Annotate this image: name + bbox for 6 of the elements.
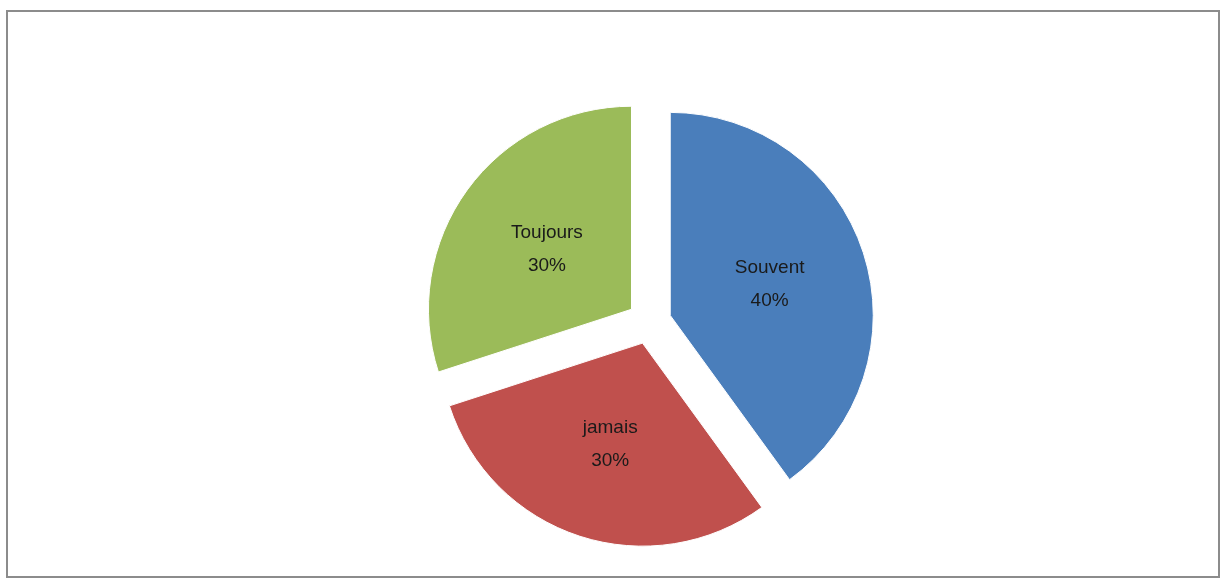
- data-label: 40%: [750, 289, 789, 311]
- slice-label: jamais: [581, 415, 638, 437]
- slice-label: Toujours: [511, 220, 583, 242]
- data-label: 30%: [527, 253, 567, 275]
- data-label: 30%: [591, 448, 630, 470]
- slice-label: Souvent: [734, 256, 806, 278]
